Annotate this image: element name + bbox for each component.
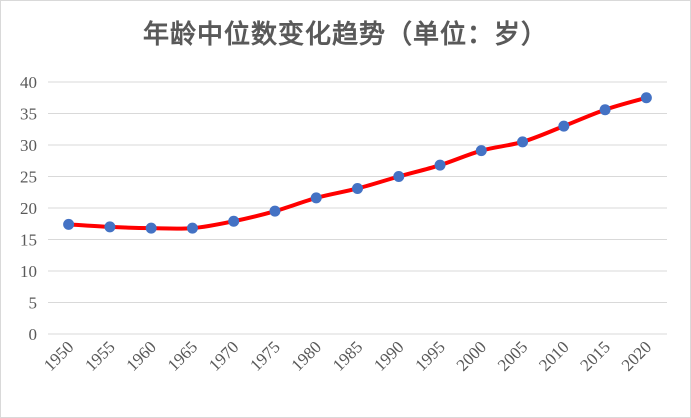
gridlines — [48, 81, 667, 335]
y-tick-label: 0 — [29, 325, 38, 344]
x-tick-label: 2005 — [494, 337, 531, 374]
data-points — [63, 92, 652, 234]
data-point-1965 — [186, 222, 198, 234]
data-point-2015 — [599, 104, 611, 116]
y-tick-label: 20 — [20, 199, 37, 218]
x-tick-label: 2000 — [453, 337, 490, 374]
y-tick-label: 25 — [20, 168, 37, 187]
data-point-1970 — [228, 215, 240, 227]
x-tick-label: 1990 — [370, 337, 407, 374]
data-point-1975 — [269, 205, 281, 217]
y-tick-label: 10 — [20, 262, 37, 281]
x-tick-label: 1960 — [123, 337, 160, 374]
data-point-1995 — [434, 159, 446, 171]
data-point-2005 — [517, 136, 529, 148]
data-point-1985 — [352, 182, 363, 194]
data-point-1955 — [104, 221, 116, 233]
data-point-1990 — [393, 171, 405, 182]
y-tick-label: 5 — [29, 294, 38, 313]
data-point-2000 — [475, 145, 487, 157]
y-tick-label: 40 — [20, 73, 37, 92]
x-tick-label: 1980 — [288, 337, 325, 374]
y-tick-label: 35 — [20, 105, 37, 124]
data-point-2010 — [558, 120, 570, 132]
chart-title: 年龄中位数变化趋势（单位：岁） — [142, 20, 548, 50]
x-tick-label: 1955 — [81, 337, 118, 374]
data-point-1950 — [63, 218, 75, 230]
series-line — [66, 95, 649, 231]
y-tick-label: 30 — [20, 136, 37, 155]
x-tick-label: 2015 — [576, 337, 613, 374]
data-point-2020 — [640, 92, 652, 104]
data-point-1960 — [145, 222, 157, 234]
x-tick-label: 1995 — [411, 337, 448, 374]
data-point-1980 — [310, 192, 322, 204]
y-axis-tick-labels: 0 5 10 15 20 25 30 35 40 — [20, 73, 37, 344]
x-tick-label: 1975 — [246, 337, 283, 374]
x-axis-tick-labels: 1950 1955 1960 1965 1970 1975 1980 1985 1990 1995… — [40, 337, 655, 374]
x-tick-label: 2010 — [535, 337, 572, 374]
x-tick-label: 1965 — [164, 337, 201, 374]
x-tick-label: 1950 — [40, 337, 77, 374]
y-tick-label: 15 — [20, 231, 37, 250]
x-tick-label: 2020 — [618, 337, 655, 374]
x-tick-label: 1970 — [205, 337, 242, 374]
x-tick-label: 1985 — [329, 337, 366, 374]
